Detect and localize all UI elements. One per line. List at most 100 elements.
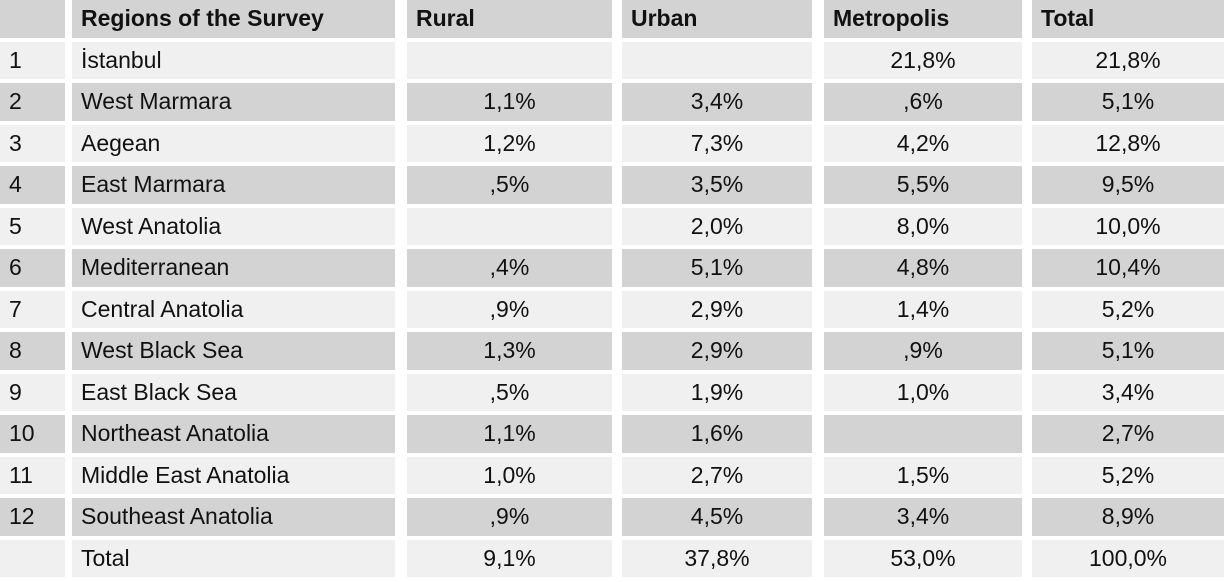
rural-value-cell: ,9% xyxy=(407,498,622,540)
urban-value-cell: 2,9% xyxy=(622,290,824,332)
region-name-cell: West Black Sea xyxy=(72,332,407,374)
metropolis-value-cell: 4,2% xyxy=(824,124,1032,166)
row-number-cell: 12 xyxy=(0,498,72,540)
region-name-cell: Central Anatolia xyxy=(72,290,407,332)
row-number-cell: 1 xyxy=(0,41,72,83)
row-number-cell: 11 xyxy=(0,456,72,498)
column-header-urban: Urban xyxy=(622,0,824,42)
table-row: 6 Mediterranean ,4% 5,1% 4,8% 10,4% xyxy=(0,249,1224,291)
metropolis-value-cell: 1,5% xyxy=(824,456,1032,498)
urban-value-cell: 2,7% xyxy=(622,456,824,498)
region-name-cell: West Marmara xyxy=(72,83,407,125)
rural-value-cell: 1,0% xyxy=(407,456,622,498)
header-row: Regions of the Survey Rural Urban Metrop… xyxy=(0,0,1224,42)
rural-value-cell xyxy=(407,207,622,249)
total-value-cell: 5,2% xyxy=(1032,456,1224,498)
total-value-cell: 3,4% xyxy=(1032,373,1224,415)
total-value-cell: 10,4% xyxy=(1032,249,1224,291)
table-row: 11 Middle East Anatolia 1,0% 2,7% 1,5% 5… xyxy=(0,456,1224,498)
region-name-cell: Northeast Anatolia xyxy=(72,415,407,457)
urban-value-cell: 4,5% xyxy=(622,498,824,540)
table-row: 3 Aegean 1,2% 7,3% 4,2% 12,8% xyxy=(0,124,1224,166)
region-name-cell: Total xyxy=(72,539,407,581)
metropolis-value-cell: 1,4% xyxy=(824,290,1032,332)
urban-value-cell: 37,8% xyxy=(622,539,824,581)
rural-value-cell: 9,1% xyxy=(407,539,622,581)
metropolis-value-cell: ,6% xyxy=(824,83,1032,125)
metropolis-value-cell: 1,0% xyxy=(824,373,1032,415)
column-header-total: Total xyxy=(1032,0,1224,42)
column-header-rural: Rural xyxy=(407,0,622,42)
region-name-cell: İstanbul xyxy=(72,41,407,83)
rural-value-cell: 1,1% xyxy=(407,415,622,457)
urban-value-cell: 7,3% xyxy=(622,124,824,166)
metropolis-value-cell: 4,8% xyxy=(824,249,1032,291)
table-row: 12 Southeast Anatolia ,9% 4,5% 3,4% 8,9% xyxy=(0,498,1224,540)
table-row: 8 West Black Sea 1,3% 2,9% ,9% 5,1% xyxy=(0,332,1224,374)
total-value-cell: 12,8% xyxy=(1032,124,1224,166)
row-number-cell: 10 xyxy=(0,415,72,457)
metropolis-value-cell: 3,4% xyxy=(824,498,1032,540)
metropolis-value-cell: 21,8% xyxy=(824,41,1032,83)
column-header-regions: Regions of the Survey xyxy=(72,0,407,42)
urban-value-cell: 2,9% xyxy=(622,332,824,374)
urban-value-cell: 3,5% xyxy=(622,166,824,208)
row-number-cell: 5 xyxy=(0,207,72,249)
rural-value-cell: 1,1% xyxy=(407,83,622,125)
region-name-cell: Mediterranean xyxy=(72,249,407,291)
region-name-cell: Aegean xyxy=(72,124,407,166)
rural-value-cell: 1,2% xyxy=(407,124,622,166)
rural-value-cell xyxy=(407,41,622,83)
row-number-cell: 3 xyxy=(0,124,72,166)
table-row: 7 Central Anatolia ,9% 2,9% 1,4% 5,2% xyxy=(0,290,1224,332)
rural-value-cell: ,5% xyxy=(407,166,622,208)
table-row: 1 İstanbul 21,8% 21,8% xyxy=(0,41,1224,83)
total-value-cell: 2,7% xyxy=(1032,415,1224,457)
total-value-cell: 100,0% xyxy=(1032,539,1224,581)
metropolis-value-cell: 8,0% xyxy=(824,207,1032,249)
total-value-cell: 5,1% xyxy=(1032,83,1224,125)
table-row: 10 Northeast Anatolia 1,1% 1,6% 2,7% xyxy=(0,415,1224,457)
region-name-cell: West Anatolia xyxy=(72,207,407,249)
total-value-cell: 8,9% xyxy=(1032,498,1224,540)
total-value-cell: 10,0% xyxy=(1032,207,1224,249)
row-number-cell: 6 xyxy=(0,249,72,291)
region-name-cell: Southeast Anatolia xyxy=(72,498,407,540)
total-value-cell: 21,8% xyxy=(1032,41,1224,83)
urban-value-cell: 3,4% xyxy=(622,83,824,125)
metropolis-value-cell: 5,5% xyxy=(824,166,1032,208)
total-value-cell: 5,1% xyxy=(1032,332,1224,374)
row-number-cell: 8 xyxy=(0,332,72,374)
metropolis-value-cell: 53,0% xyxy=(824,539,1032,581)
rural-value-cell: 1,3% xyxy=(407,332,622,374)
metropolis-value-cell xyxy=(824,415,1032,457)
region-name-cell: East Black Sea xyxy=(72,373,407,415)
table-row: 9 East Black Sea ,5% 1,9% 1,0% 3,4% xyxy=(0,373,1224,415)
row-number-cell: 7 xyxy=(0,290,72,332)
total-value-cell: 9,5% xyxy=(1032,166,1224,208)
rural-value-cell: ,5% xyxy=(407,373,622,415)
table-row: 2 West Marmara 1,1% 3,4% ,6% 5,1% xyxy=(0,83,1224,125)
row-number-cell xyxy=(0,539,72,581)
table-row: 4 East Marmara ,5% 3,5% 5,5% 9,5% xyxy=(0,166,1224,208)
region-name-cell: East Marmara xyxy=(72,166,407,208)
rural-value-cell: ,9% xyxy=(407,290,622,332)
urban-value-cell: 1,9% xyxy=(622,373,824,415)
rural-value-cell: ,4% xyxy=(407,249,622,291)
urban-value-cell xyxy=(622,41,824,83)
table-row: 5 West Anatolia 2,0% 8,0% 10,0% xyxy=(0,207,1224,249)
table-body: 1 İstanbul 21,8% 21,8% 2 West Marmara 1,… xyxy=(0,41,1224,581)
region-name-cell: Middle East Anatolia xyxy=(72,456,407,498)
row-number-cell: 2 xyxy=(0,83,72,125)
urban-value-cell: 1,6% xyxy=(622,415,824,457)
urban-value-cell: 2,0% xyxy=(622,207,824,249)
row-number-cell: 4 xyxy=(0,166,72,208)
row-number-cell: 9 xyxy=(0,373,72,415)
column-header-metropolis: Metropolis xyxy=(824,0,1032,42)
urban-value-cell: 5,1% xyxy=(622,249,824,291)
total-value-cell: 5,2% xyxy=(1032,290,1224,332)
metropolis-value-cell: ,9% xyxy=(824,332,1032,374)
table-row: Total 9,1% 37,8% 53,0% 100,0% xyxy=(0,539,1224,581)
